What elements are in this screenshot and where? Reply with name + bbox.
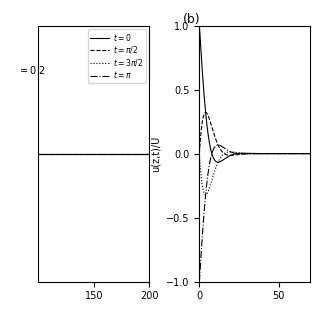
Legend: $t=0$, $t=\pi/2$, $t=3\pi/2$, $t=\pi$: $t=0$, $t=\pi/2$, $t=3\pi/2$, $t=\pi$	[88, 29, 146, 83]
Text: (b): (b)	[183, 12, 200, 26]
Y-axis label: u(z,t)/U: u(z,t)/U	[151, 135, 161, 172]
Text: $=0.2$: $=0.2$	[19, 64, 46, 76]
